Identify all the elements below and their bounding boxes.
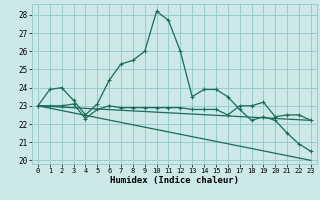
X-axis label: Humidex (Indice chaleur): Humidex (Indice chaleur)	[110, 176, 239, 185]
